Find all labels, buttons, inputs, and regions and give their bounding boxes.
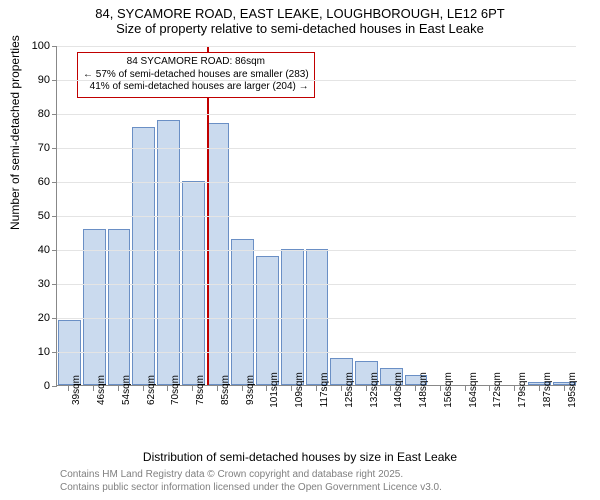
y-tick-label: 40 bbox=[20, 244, 50, 256]
y-tick-label: 90 bbox=[20, 74, 50, 86]
bar bbox=[157, 120, 180, 385]
bar bbox=[83, 229, 106, 385]
x-tick bbox=[68, 386, 69, 391]
gridline bbox=[57, 80, 576, 81]
y-axis-label: Number of semi-detached properties bbox=[8, 35, 22, 230]
chart-container: 84, SYCAMORE ROAD, EAST LEAKE, LOUGHBORO… bbox=[0, 0, 600, 500]
gridline bbox=[57, 148, 576, 149]
y-tick bbox=[52, 352, 57, 353]
y-tick-label: 50 bbox=[20, 210, 50, 222]
gridline bbox=[57, 250, 576, 251]
bar bbox=[132, 127, 155, 385]
x-tick-label: 148sqm bbox=[418, 372, 429, 408]
gridline bbox=[57, 114, 576, 115]
x-tick-label: 70sqm bbox=[170, 375, 181, 405]
y-tick bbox=[52, 250, 57, 251]
y-tick bbox=[52, 318, 57, 319]
x-tick bbox=[341, 386, 342, 391]
x-tick-label: 54sqm bbox=[121, 375, 132, 405]
chart-area: 84 SYCAMORE ROAD: 86sqm ← 57% of semi-de… bbox=[56, 46, 576, 426]
y-tick-label: 10 bbox=[20, 346, 50, 358]
y-tick bbox=[52, 80, 57, 81]
x-tick bbox=[266, 386, 267, 391]
gridline bbox=[57, 318, 576, 319]
x-tick bbox=[118, 386, 119, 391]
x-tick-label: 195sqm bbox=[567, 372, 578, 408]
callout-title: 84 SYCAMORE ROAD: 86sqm bbox=[83, 56, 309, 69]
bar bbox=[231, 239, 254, 385]
y-tick-label: 60 bbox=[20, 176, 50, 188]
y-tick bbox=[52, 148, 57, 149]
title-sub: Size of property relative to semi-detach… bbox=[0, 21, 600, 40]
x-tick-label: 125sqm bbox=[344, 372, 355, 408]
bar bbox=[207, 123, 230, 385]
gridline bbox=[57, 182, 576, 183]
x-tick-label: 164sqm bbox=[468, 372, 479, 408]
x-axis-label: Distribution of semi-detached houses by … bbox=[0, 450, 600, 464]
y-tick-label: 30 bbox=[20, 278, 50, 290]
x-tick-label: 187sqm bbox=[542, 372, 553, 408]
y-tick-label: 80 bbox=[20, 108, 50, 120]
bar bbox=[108, 229, 131, 385]
x-tick-label: 172sqm bbox=[492, 372, 503, 408]
bar bbox=[306, 249, 329, 385]
x-tick bbox=[514, 386, 515, 391]
x-tick bbox=[489, 386, 490, 391]
y-tick bbox=[52, 216, 57, 217]
y-tick bbox=[52, 182, 57, 183]
x-tick bbox=[366, 386, 367, 391]
x-tick-label: 101sqm bbox=[269, 372, 280, 408]
gridline bbox=[57, 216, 576, 217]
title-main: 84, SYCAMORE ROAD, EAST LEAKE, LOUGHBORO… bbox=[0, 0, 600, 21]
y-tick bbox=[52, 114, 57, 115]
x-tick-label: 109sqm bbox=[294, 372, 305, 408]
x-tick bbox=[390, 386, 391, 391]
bar bbox=[281, 249, 304, 385]
x-tick bbox=[291, 386, 292, 391]
callout-box: 84 SYCAMORE ROAD: 86sqm ← 57% of semi-de… bbox=[77, 52, 315, 98]
attribution-line-1: Contains HM Land Registry data © Crown c… bbox=[60, 469, 442, 482]
x-tick-label: 179sqm bbox=[517, 372, 528, 408]
y-tick bbox=[52, 46, 57, 47]
bar bbox=[256, 256, 279, 385]
x-tick bbox=[316, 386, 317, 391]
gridline bbox=[57, 352, 576, 353]
gridline bbox=[57, 46, 576, 47]
y-tick-label: 70 bbox=[20, 142, 50, 154]
x-tick-label: 78sqm bbox=[195, 375, 206, 405]
attribution: Contains HM Land Registry data © Crown c… bbox=[60, 469, 442, 494]
x-tick bbox=[440, 386, 441, 391]
x-tick bbox=[192, 386, 193, 391]
gridline bbox=[57, 284, 576, 285]
y-tick bbox=[52, 284, 57, 285]
x-tick bbox=[415, 386, 416, 391]
x-tick bbox=[465, 386, 466, 391]
x-tick bbox=[564, 386, 565, 391]
x-tick bbox=[242, 386, 243, 391]
y-tick-label: 0 bbox=[20, 380, 50, 392]
callout-larger: 41% of semi-detached houses are larger (… bbox=[83, 81, 309, 94]
x-tick-label: 156sqm bbox=[443, 372, 454, 408]
x-tick bbox=[217, 386, 218, 391]
x-tick-label: 140sqm bbox=[393, 372, 404, 408]
y-tick-label: 20 bbox=[20, 312, 50, 324]
x-tick-label: 62sqm bbox=[146, 375, 157, 405]
attribution-line-2: Contains public sector information licen… bbox=[60, 482, 442, 495]
x-tick-label: 132sqm bbox=[369, 372, 380, 408]
y-tick bbox=[52, 386, 57, 387]
plot-area: 84 SYCAMORE ROAD: 86sqm ← 57% of semi-de… bbox=[56, 46, 576, 386]
x-tick-label: 46sqm bbox=[96, 375, 107, 405]
y-tick-label: 100 bbox=[20, 40, 50, 52]
x-tick-label: 39sqm bbox=[71, 375, 82, 405]
x-tick-label: 117sqm bbox=[319, 373, 330, 408]
x-tick-label: 93sqm bbox=[245, 375, 256, 405]
x-tick bbox=[539, 386, 540, 391]
x-tick-label: 85sqm bbox=[220, 375, 231, 405]
x-tick bbox=[167, 386, 168, 391]
x-tick bbox=[143, 386, 144, 391]
x-tick bbox=[93, 386, 94, 391]
bar bbox=[182, 181, 205, 385]
